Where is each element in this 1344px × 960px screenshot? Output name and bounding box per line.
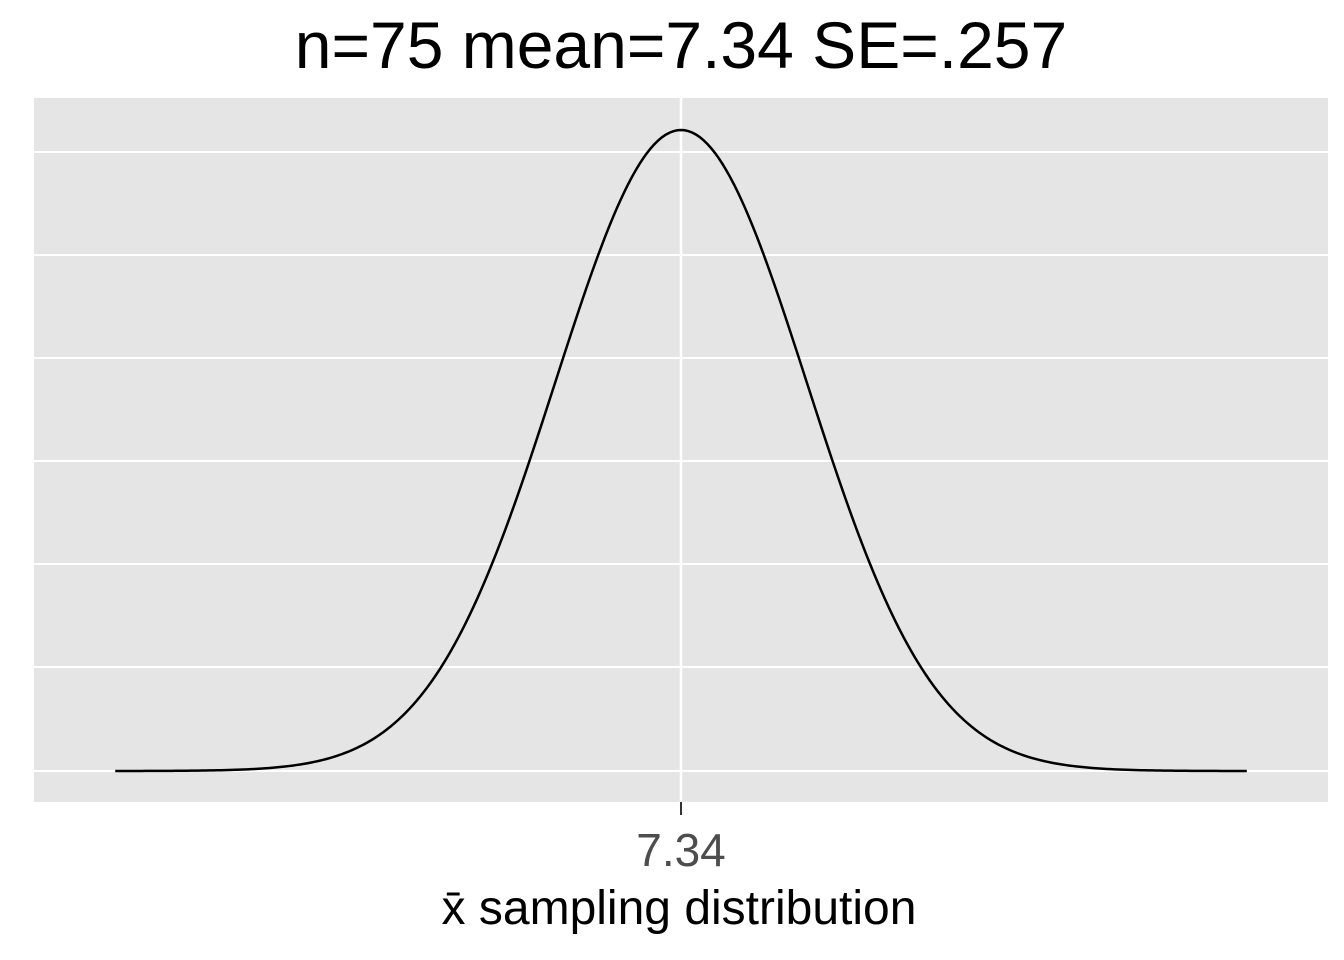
- density-curve: [115, 128, 1247, 773]
- chart-title: n=75 mean=7.34 SE=.257: [295, 8, 1067, 82]
- x-axis-label: x̄ sampling distribution: [442, 882, 917, 935]
- x-tick-label: 7.34: [636, 824, 726, 876]
- x-axis-ticks: 7.34: [636, 802, 726, 876]
